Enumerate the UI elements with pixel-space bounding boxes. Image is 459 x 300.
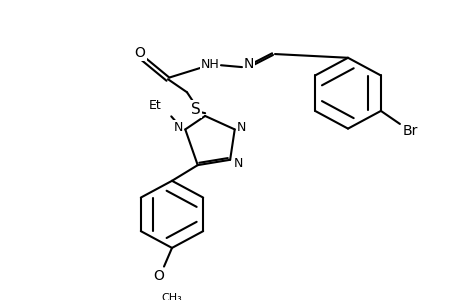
- Text: O: O: [134, 46, 145, 60]
- Text: Br: Br: [401, 124, 417, 138]
- Text: N: N: [236, 121, 246, 134]
- Text: CH₃: CH₃: [161, 293, 182, 300]
- Text: N: N: [233, 157, 242, 170]
- Text: O: O: [153, 269, 164, 283]
- Text: N: N: [173, 121, 183, 134]
- Text: NH: NH: [200, 58, 219, 71]
- Text: S: S: [190, 101, 201, 116]
- Text: Et: Et: [149, 99, 161, 112]
- Text: N: N: [243, 57, 254, 71]
